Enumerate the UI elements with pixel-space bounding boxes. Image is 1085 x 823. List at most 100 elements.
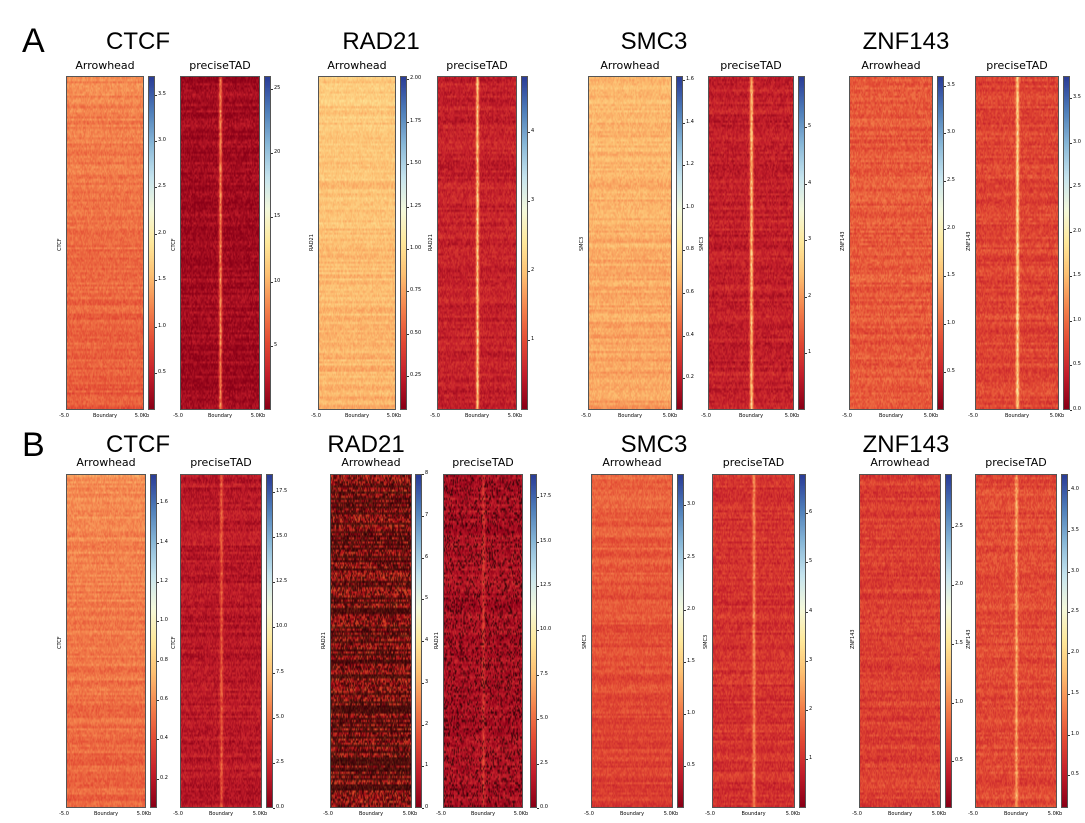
colorbar-tick-mark-b-ctcf-arrowhead-4 — [157, 621, 159, 623]
xtick-a-ctcf-precisetad-0: -5.0 — [173, 413, 183, 419]
colorbar-tick-mark-a-znf143-precisetad-1 — [1070, 365, 1072, 367]
colorbar-tick-mark-b-znf143-precisetad-6 — [1068, 531, 1070, 533]
heatmap-a-ctcf-precisetad — [180, 76, 260, 410]
xtick-a-znf143-precisetad-2: 5.0Kb — [1049, 413, 1065, 419]
colorbar-tick-a-znf143-precisetad-0: 0.0 — [1073, 406, 1081, 412]
colorbar-tick-mark-b-smc3-arrowhead-0 — [684, 766, 686, 768]
colorbar-tick-mark-b-ctcf-precisetad-5 — [273, 582, 275, 584]
colorbar-tick-a-znf143-precisetad-4: 2.0 — [1073, 227, 1081, 234]
colorbar-tick-a-smc3-arrowhead-1: 0.4 — [686, 331, 694, 338]
colorbar-tick-b-znf143-precisetad-0: 0.5 — [1071, 771, 1079, 778]
heatmap-a-znf143-arrowhead — [849, 76, 933, 410]
heatmap-b-rad21-precisetad — [443, 474, 523, 808]
ylabel-a-smc3-precisetad: SMC3 — [699, 236, 705, 251]
colorbar-tick-b-rad21-arrowhead-3: 3 — [425, 678, 429, 685]
colorbar-tick-mark-b-znf143-precisetad-5 — [1068, 571, 1070, 573]
colorbar-b-znf143-arrowhead — [945, 474, 952, 808]
colorbar-tick-a-smc3-arrowhead-6: 1.4 — [686, 118, 694, 125]
xtick-a-ctcf-arrowhead-1: Boundary — [92, 413, 118, 419]
colorbar-tick-mark-b-rad21-precisetad-5 — [537, 585, 539, 587]
row-label-b: B — [22, 426, 45, 464]
heatmap-b-znf143-precisetad — [975, 474, 1057, 808]
colorbar-tick-b-smc3-arrowhead-3: 2.0 — [687, 605, 695, 612]
colorbar-tick-mark-b-ctcf-arrowhead-6 — [157, 542, 159, 544]
colorbar-tick-mark-b-rad21-arrowhead-2 — [422, 724, 424, 726]
colorbar-tick-mark-b-smc3-arrowhead-4 — [684, 557, 686, 559]
heatmap-a-rad21-precisetad — [437, 76, 517, 410]
ylabel-a-znf143-arrowhead: ZNF143 — [840, 231, 846, 251]
xtick-b-smc3-arrowhead-2: 5.0Kb — [663, 811, 679, 817]
heatmap-a-ctcf-arrowhead — [66, 76, 144, 410]
xtick-a-rad21-arrowhead-0: -5.0 — [311, 413, 321, 419]
colorbar-tick-mark-a-znf143-precisetad-7 — [1070, 98, 1072, 100]
colorbar-tick-mark-b-ctcf-precisetad-1 — [273, 762, 275, 764]
colorbar-tick-mark-b-smc3-precisetad-3 — [806, 611, 808, 613]
colorbar-tick-b-smc3-precisetad-2: 3 — [809, 656, 813, 663]
xtick-a-ctcf-precisetad-2: 5.0Kb — [250, 413, 266, 419]
colorbar-b-rad21-precisetad — [530, 474, 537, 808]
colorbar-b-ctcf-arrowhead — [150, 474, 157, 808]
group-title-znf143: ZNF143 — [862, 28, 950, 55]
xtick-a-smc3-arrowhead-1: Boundary — [617, 413, 643, 419]
colorbar-tick-mark-b-znf143-arrowhead-2 — [952, 643, 954, 645]
heatmap-b-ctcf-arrowhead — [66, 474, 146, 808]
colorbar-tick-mark-b-znf143-precisetad-0 — [1068, 775, 1070, 777]
xtick-b-smc3-arrowhead-0: -5.0 — [584, 811, 594, 817]
panel-title-a-znf143-precisetad: preciseTAD — [986, 59, 1048, 72]
colorbar-tick-b-rad21-precisetad-6: 15.0 — [540, 537, 552, 544]
colorbar-tick-a-rad21-arrowhead-3: 1.00 — [410, 244, 422, 251]
colorbar-tick-mark-b-znf143-arrowhead-1 — [952, 702, 954, 704]
colorbar-tick-b-znf143-precisetad-4: 2.5 — [1071, 608, 1079, 615]
colorbar-tick-b-ctcf-precisetad-5: 12.5 — [276, 578, 288, 585]
colorbar-tick-b-ctcf-arrowhead-4: 1.0 — [160, 617, 168, 624]
colorbar-tick-b-rad21-precisetad-4: 10.0 — [540, 626, 552, 633]
colorbar-tick-a-smc3-arrowhead-4: 1.0 — [686, 203, 694, 210]
colorbar-tick-b-smc3-precisetad-4: 5 — [809, 558, 813, 565]
colorbar-tick-b-rad21-arrowhead-6: 6 — [425, 553, 429, 560]
colorbar-tick-b-rad21-arrowhead-7: 7 — [425, 511, 429, 518]
panel-title-b-ctcf-precisetad: preciseTAD — [190, 456, 252, 469]
colorbar-tick-a-ctcf-arrowhead-4: 2.5 — [158, 183, 166, 190]
colorbar-tick-mark-a-ctcf-precisetad-0 — [271, 345, 273, 347]
colorbar-tick-a-smc3-arrowhead-7: 1.6 — [686, 76, 694, 83]
colorbar-tick-b-rad21-precisetad-7: 17.5 — [540, 493, 552, 500]
colorbar-tick-a-smc3-precisetad-1: 2 — [808, 292, 812, 299]
colorbar-tick-mark-b-ctcf-arrowhead-0 — [157, 778, 159, 780]
xtick-b-znf143-precisetad-1: Boundary — [1003, 811, 1029, 817]
ylabel-b-smc3-precisetad: SMC3 — [703, 634, 709, 649]
panel-title-b-rad21-arrowhead: Arrowhead — [341, 456, 401, 469]
colorbar-tick-a-ctcf-arrowhead-3: 2.0 — [158, 229, 166, 236]
colorbar-tick-mark-b-ctcf-arrowhead-7 — [157, 503, 159, 505]
xtick-b-znf143-arrowhead-2: 5.0Kb — [931, 811, 947, 817]
colorbar-tick-b-znf143-precisetad-7: 4.0 — [1071, 486, 1079, 493]
heatmap-a-rad21-arrowhead — [318, 76, 396, 410]
colorbar-tick-a-ctcf-arrowhead-1: 1.0 — [158, 322, 166, 329]
colorbar-tick-a-znf143-arrowhead-4: 2.5 — [947, 176, 955, 183]
ylabel-a-ctcf-arrowhead: CTCF — [57, 238, 63, 251]
colorbar-tick-mark-b-ctcf-precisetad-7 — [273, 492, 275, 494]
colorbar-tick-mark-a-rad21-arrowhead-4 — [407, 206, 409, 208]
panel-title-a-ctcf-arrowhead: Arrowhead — [75, 59, 135, 72]
xtick-a-rad21-precisetad-1: Boundary — [464, 413, 490, 419]
colorbar-tick-b-ctcf-arrowhead-7: 1.6 — [160, 499, 168, 506]
colorbar-tick-mark-a-smc3-precisetad-4 — [805, 126, 807, 128]
colorbar-tick-mark-a-rad21-arrowhead-1 — [407, 333, 409, 335]
colorbar-tick-a-ctcf-arrowhead-6: 3.5 — [158, 90, 166, 97]
colorbar-tick-mark-a-rad21-precisetad-2 — [528, 201, 530, 203]
colorbar-tick-mark-b-ctcf-arrowhead-2 — [157, 699, 159, 701]
colorbar-tick-mark-b-rad21-precisetad-2 — [537, 719, 539, 721]
colorbar-tick-a-znf143-arrowhead-2: 1.5 — [947, 272, 955, 279]
group-title-ctcf: CTCF — [106, 431, 170, 458]
colorbar-tick-mark-a-ctcf-precisetad-3 — [271, 153, 273, 155]
panel-title-b-znf143-precisetad: preciseTAD — [985, 456, 1047, 469]
colorbar-tick-b-smc3-precisetad-1: 2 — [809, 705, 813, 712]
colorbar-tick-a-rad21-precisetad-3: 4 — [531, 127, 535, 134]
colorbar-tick-mark-a-ctcf-precisetad-4 — [271, 88, 273, 90]
colorbar-a-smc3-arrowhead — [676, 76, 683, 410]
colorbar-tick-a-smc3-precisetad-4: 5 — [808, 122, 812, 129]
colorbar-tick-mark-a-rad21-arrowhead-5 — [407, 164, 409, 166]
colorbar-tick-b-smc3-precisetad-5: 6 — [809, 509, 813, 516]
xtick-b-rad21-arrowhead-0: -5.0 — [323, 811, 333, 817]
colorbar-tick-mark-a-znf143-precisetad-2 — [1070, 320, 1072, 322]
colorbar-a-smc3-precisetad — [798, 76, 805, 410]
